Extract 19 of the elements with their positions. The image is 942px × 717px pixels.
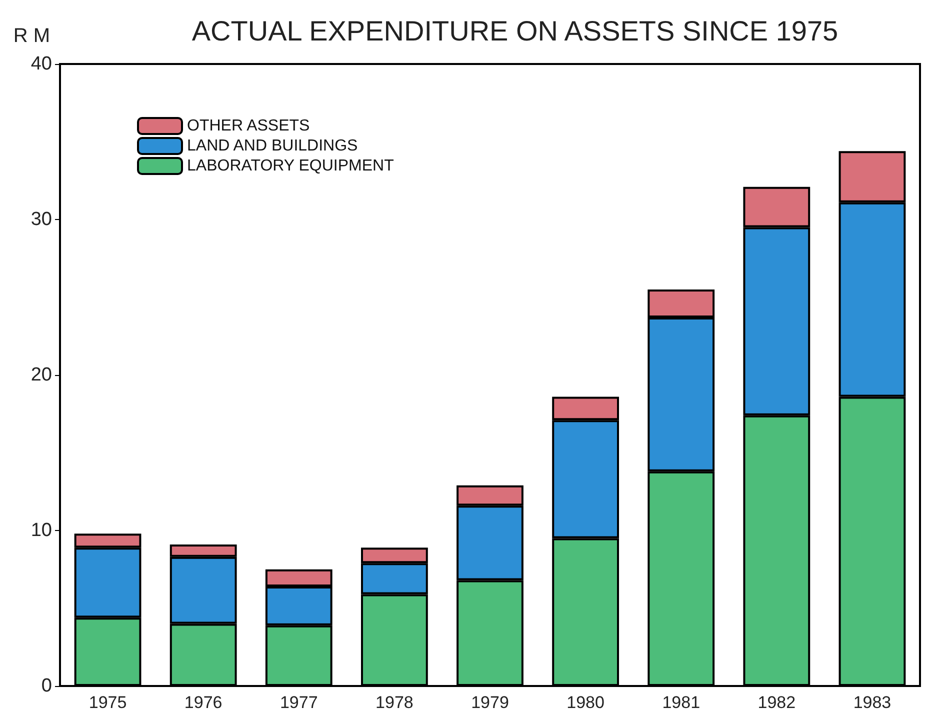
y-tick-label: 10: [30, 520, 52, 541]
chart-title: ACTUAL EXPENDITURE ON ASSETS SINCE 1975: [192, 16, 838, 46]
y-tick-label: 30: [30, 209, 52, 230]
legend-label: OTHER ASSETS: [187, 118, 310, 134]
x-tick-label: 1983: [853, 693, 892, 712]
x-tick-label: 1980: [566, 693, 604, 712]
x-tick-label: 1977: [280, 693, 318, 712]
legend-label: LAND AND BUILDINGS: [187, 138, 358, 154]
x-tick-label: 1975: [88, 693, 127, 712]
x-tick-label: 1979: [471, 693, 509, 712]
y-tick-label: 0: [41, 676, 52, 696]
x-tick-label: 1981: [662, 693, 700, 712]
y-tick-label: 20: [30, 364, 52, 386]
x-tick-label: 1976: [184, 693, 222, 712]
legend-label: LABORATORY EQUIPMENT: [187, 158, 394, 174]
y-tick-label: 40: [30, 54, 52, 74]
y-axis-title: R M: [13, 25, 50, 47]
x-tick-label: 1982: [758, 693, 796, 712]
x-tick-label: 1978: [376, 693, 414, 712]
